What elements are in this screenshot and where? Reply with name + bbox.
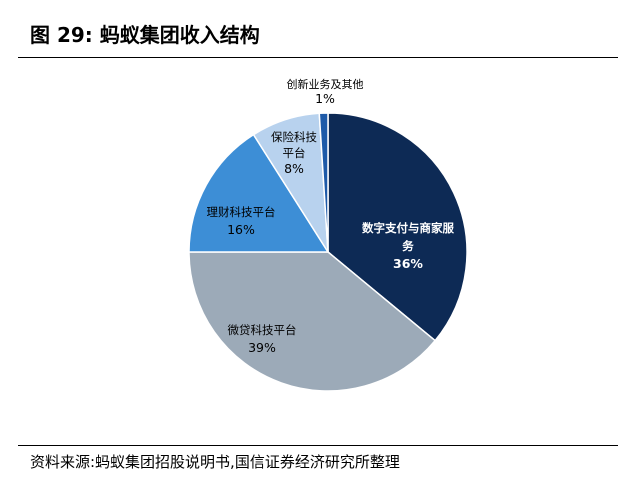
slice-value-label: 1%: [315, 91, 335, 106]
slice-value-label: 36%: [393, 256, 423, 271]
slice-category-label: 平台: [283, 146, 306, 160]
slice-category-label: 创新业务及其他: [287, 77, 364, 91]
slice-category-label: 数字支付与商家服: [362, 221, 454, 235]
slice-category-label: 理财科技平台: [207, 205, 276, 219]
slice-category-label: 务: [402, 239, 414, 253]
figure-title: 图 29: 蚂蚁集团收入结构: [30, 23, 260, 47]
pie-slice: [327, 112, 468, 342]
slice-category-label: 保险科技: [271, 130, 317, 144]
slice-value-label: 16%: [227, 222, 255, 237]
source-divider: [18, 445, 618, 446]
pie-slice: [188, 133, 330, 253]
pie-slices: [188, 112, 468, 392]
title-divider: [18, 57, 618, 58]
slice-category-label: 微贷科技平台: [228, 323, 297, 337]
pie-slice: [318, 112, 329, 253]
pie-slice: [188, 251, 437, 392]
slice-value-label: 8%: [284, 161, 304, 176]
slice-value-label: 39%: [248, 340, 276, 355]
source-note: 资料来源:蚂蚁集团招股说明书,国信证券经济研究所整理: [30, 453, 400, 471]
